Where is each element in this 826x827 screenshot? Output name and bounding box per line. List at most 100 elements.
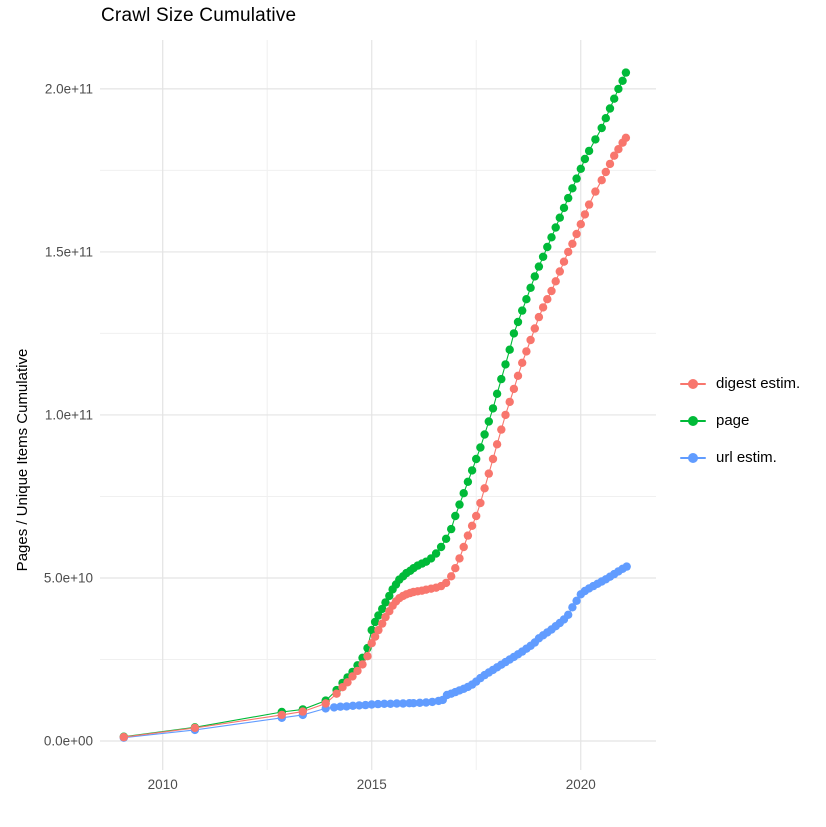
data-point — [568, 184, 577, 193]
data-point — [564, 193, 573, 203]
data-point — [530, 324, 539, 333]
data-point — [534, 312, 544, 322]
data-point — [572, 229, 581, 239]
data-point — [530, 272, 539, 281]
data-point — [534, 262, 544, 271]
legend-key-page — [680, 412, 706, 430]
data-point — [543, 295, 552, 304]
data-point — [488, 404, 498, 413]
data-point — [568, 603, 577, 612]
data-point — [455, 554, 464, 563]
data-point — [580, 210, 590, 219]
data-point — [614, 145, 623, 154]
data-point — [353, 666, 362, 676]
data-point — [190, 723, 200, 733]
data-point — [572, 596, 581, 605]
data-point — [555, 267, 564, 276]
data-point — [392, 699, 401, 708]
svg-text:5.0e+10: 5.0e+10 — [44, 570, 93, 585]
data-point — [436, 542, 446, 552]
data-point — [526, 335, 535, 345]
data-point — [551, 223, 560, 232]
data-point — [421, 698, 431, 707]
data-point — [447, 524, 456, 534]
data-point — [543, 242, 552, 252]
data-point — [501, 360, 510, 369]
data-point — [584, 146, 594, 156]
data-point — [374, 611, 383, 620]
legend-dot-icon — [688, 452, 698, 463]
data-point — [559, 257, 569, 266]
data-point — [605, 104, 615, 113]
data-point — [621, 68, 631, 77]
data-point — [605, 159, 615, 169]
data-point — [298, 707, 307, 716]
data-point — [463, 477, 473, 486]
data-point — [559, 203, 569, 213]
data-point — [509, 329, 519, 338]
data-point — [355, 701, 364, 710]
data-point — [564, 610, 573, 619]
svg-text:0.0e+00: 0.0e+00 — [44, 733, 93, 748]
data-point — [610, 94, 619, 103]
data-point — [119, 732, 128, 742]
data-point — [614, 84, 623, 94]
grid-major — [100, 40, 656, 770]
data-point — [522, 347, 531, 356]
data-point — [547, 233, 556, 242]
data-point — [526, 283, 535, 292]
data-point — [367, 625, 376, 635]
data-point — [451, 564, 460, 573]
data-point — [518, 306, 527, 315]
data-point — [576, 220, 585, 229]
data-point — [576, 164, 585, 173]
data-point — [321, 699, 330, 708]
svg-text:2020: 2020 — [566, 777, 596, 792]
data-point — [381, 598, 390, 607]
legend-label-digest-estim: digest estim. — [716, 375, 801, 392]
svg-text:2015: 2015 — [357, 777, 387, 792]
data-point — [492, 440, 502, 449]
data-point — [492, 389, 502, 398]
x-axis-tick-labels: 2010 2015 2020 — [148, 777, 596, 792]
data-point — [584, 200, 594, 209]
svg-text:1.5e+11: 1.5e+11 — [45, 244, 93, 259]
data-point — [610, 151, 619, 160]
data-point — [378, 604, 387, 614]
series-digest-estim- — [119, 133, 631, 742]
data-point — [568, 239, 577, 248]
data-point — [370, 632, 380, 641]
data-point — [522, 295, 531, 304]
data-point — [441, 578, 451, 588]
data-point — [358, 660, 367, 669]
data-point — [342, 702, 351, 711]
data-point — [484, 469, 493, 478]
data-point — [361, 700, 370, 710]
data-point — [332, 689, 341, 698]
data-point — [380, 699, 389, 708]
data-point — [329, 703, 339, 712]
legend-key-url-estim — [680, 449, 706, 467]
data-point — [367, 639, 376, 648]
data-point — [497, 374, 506, 384]
data-point — [618, 76, 627, 86]
data-point — [547, 286, 556, 296]
svg-text:1.0e+11: 1.0e+11 — [45, 407, 93, 422]
legend-entry-url-estim: url estim. — [680, 446, 800, 469]
data-point — [277, 710, 286, 720]
data-point — [348, 672, 357, 681]
svg-text:2010: 2010 — [148, 777, 178, 792]
data-point — [555, 213, 564, 222]
data-point — [348, 701, 358, 710]
data-point — [509, 384, 519, 394]
data-point — [497, 425, 506, 434]
data-point — [415, 698, 424, 707]
data-point — [476, 443, 485, 452]
data-point — [367, 700, 376, 709]
data-point — [488, 454, 498, 464]
data-point — [622, 562, 631, 571]
series-url-estim- — [119, 562, 631, 742]
data-point — [455, 500, 464, 509]
data-point — [472, 511, 481, 521]
